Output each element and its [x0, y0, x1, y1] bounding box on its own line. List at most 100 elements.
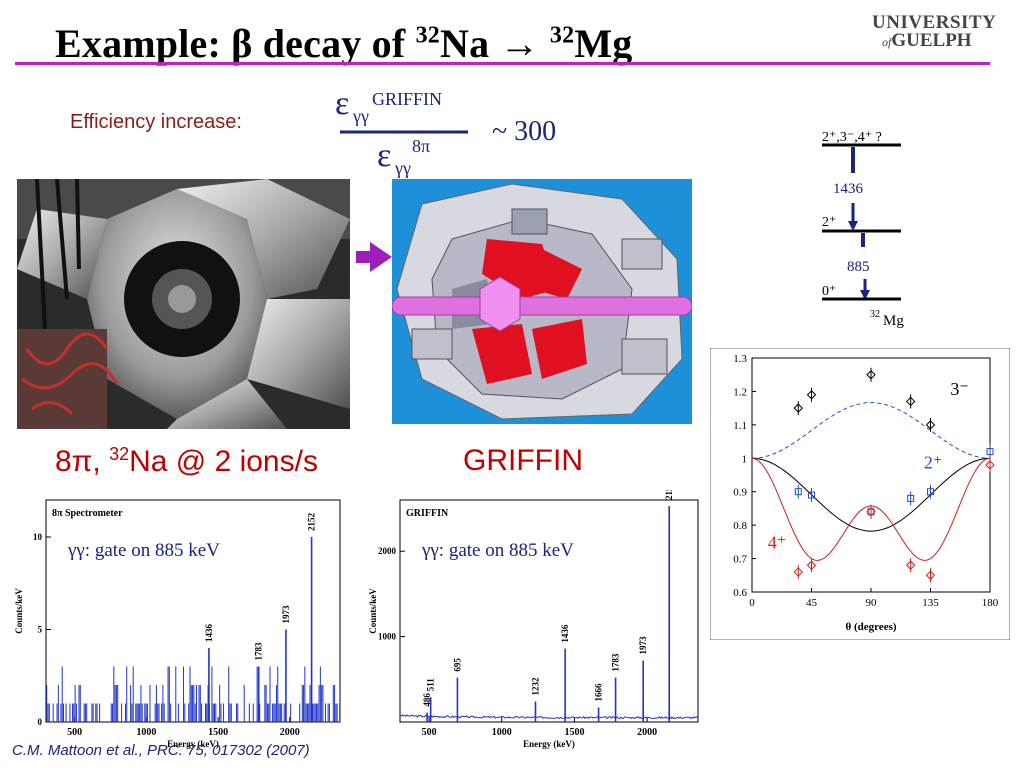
x-tick-label: 180	[982, 597, 999, 609]
peak-label-1783: 1783	[611, 653, 621, 672]
numerator-gg: γγ	[352, 106, 369, 126]
chart-title: 8π Spectrometer	[52, 508, 123, 519]
fit-curve-1	[751, 402, 991, 459]
data-point	[905, 560, 916, 570]
numerator-griffin: GRIFFIN	[372, 89, 442, 109]
gate-annotation: γγ: gate on 885 keV	[67, 540, 220, 561]
title-prefix: Example:	[55, 21, 232, 66]
eightpi-photo	[17, 179, 350, 429]
logo-line-1: UNIVERSITY	[872, 12, 997, 33]
denominator-epsilon: ε	[377, 137, 391, 174]
nucleus-label: Mg	[883, 313, 904, 329]
x-axis-label: θ (degrees)	[845, 621, 896, 633]
y-tick-label: 0.7	[733, 554, 747, 566]
y-tick-label: 1.1	[733, 420, 747, 432]
peak-label-2152: 2152	[307, 513, 317, 532]
y-tick-label: 0.9	[733, 487, 747, 499]
caption-8pi: 8π, 32Na @ 2 ions/s	[55, 444, 318, 479]
x-tick-label: 500	[422, 727, 437, 738]
peak-label-1973: 1973	[638, 636, 648, 655]
logo-of: of	[882, 35, 892, 49]
x-tick-label: 1000	[492, 727, 512, 738]
plot-frame	[399, 499, 699, 723]
data-point	[808, 491, 815, 499]
y-tick-label: 10	[33, 532, 43, 542]
y-tick-label: 1	[742, 453, 748, 465]
fit-curve-0	[751, 457, 991, 532]
denominator-gg: γγ	[394, 158, 411, 178]
peak-label-695: 695	[452, 658, 462, 672]
logo-line-2: ofGUELPH	[882, 30, 997, 52]
caption-8pi-rest: Na @ 2 ions/s	[129, 445, 318, 478]
data-point	[866, 370, 876, 380]
y-tick-label: 0	[38, 717, 43, 727]
peak-label-1666: 1666	[594, 683, 604, 702]
level-scheme: 2⁺,3⁻,4⁺ ? 1436 2⁺ 885 0⁺ 32 Mg	[822, 130, 904, 329]
data-point	[794, 488, 802, 496]
data-point	[907, 494, 915, 502]
level-top-label: 2⁺,3⁻,4⁺ ?	[822, 130, 882, 145]
title-element-2: Mg	[574, 21, 633, 66]
data-point	[793, 403, 803, 413]
transition-885-label: 885	[847, 259, 870, 275]
level-mid-label: 2⁺	[822, 215, 836, 230]
x-tick-label: 45	[806, 597, 818, 609]
data-point	[793, 567, 803, 577]
griffin-rendering	[392, 179, 692, 424]
peak-label-1436: 1436	[204, 624, 214, 643]
peak-label-486: 486	[422, 693, 432, 707]
denominator-8pi: 8π	[412, 136, 430, 156]
data-point	[927, 488, 934, 496]
data-point	[986, 448, 994, 456]
x-tick-label: 90	[866, 597, 878, 609]
y-axis-label: Counts/keV	[368, 588, 378, 634]
y-tick-label: 2000	[378, 546, 397, 556]
data-point	[905, 396, 916, 407]
peak-label-2152: 2152	[664, 490, 674, 500]
data-point	[925, 570, 936, 580]
title-mass-2: 32	[549, 22, 575, 49]
x-tick-label: 1000	[136, 727, 156, 738]
level-ground-label: 0⁺	[822, 284, 836, 299]
y-tick-label: 0.6	[733, 587, 747, 599]
gate-annotation: γγ: gate on 885 keV	[421, 540, 574, 561]
efficiency-fraction: ε γγ GRIFFIN ε γγ 8π ~ 300	[335, 85, 556, 178]
chart-border	[710, 348, 1010, 640]
background-trace	[399, 714, 698, 720]
arrow-icon	[356, 242, 392, 272]
peak-label-1232: 1232	[530, 677, 540, 696]
slide-title: Example: β decay of 32Na → 32Mg	[55, 20, 632, 67]
x-tick-label: 1500	[208, 727, 228, 738]
x-tick-label: 500	[67, 727, 82, 738]
title-element-1: Na	[440, 21, 490, 66]
title-beta: β	[231, 21, 253, 66]
transition-1436-label: 1436	[833, 181, 864, 197]
title-mass-1: 32	[415, 22, 440, 49]
series-label-0: 3⁻	[950, 379, 969, 399]
title-arrow: →	[489, 21, 550, 66]
y-tick-label: 0.8	[733, 520, 747, 532]
ratio-value: ~ 300	[492, 116, 556, 147]
numerator-epsilon: ε	[335, 85, 349, 122]
x-tick-label: 2000	[280, 727, 300, 738]
reference-citation: C.M. Mattoon et al., PRC. 75, 017302 (20…	[12, 742, 310, 759]
peak-label-511: 511	[426, 678, 436, 692]
y-tick-label: 5	[38, 625, 43, 635]
x-tick-label: 1500	[564, 727, 584, 738]
peak-label-1973: 1973	[281, 605, 291, 624]
y-tick-label: 1.3	[733, 353, 747, 365]
peak-label-1436: 1436	[560, 624, 570, 643]
angular-correlation-chart: 0 45 90 135 180 0.6 0.7 0.8 0.9 1 1.1 1.2 1.3 θ (degr…	[710, 348, 1010, 640]
chart-title: GRIFFIN	[406, 508, 449, 519]
y-tick-label: 1.2	[733, 386, 747, 398]
peak-label-1783: 1783	[254, 642, 264, 661]
y-axis-label: Counts/keV	[14, 588, 24, 634]
spectrum-griffin-chart: GRIFFIN γγ: gate on 885 keV 500 1000 1500 200…	[368, 490, 699, 749]
caption-8pi-prefix: 8π,	[55, 445, 110, 478]
x-tick-label: 2000	[637, 727, 657, 738]
x-axis-label: Energy (keV)	[523, 739, 575, 749]
caption-8pi-mass: 32	[109, 444, 130, 464]
x-axis-label: Energy (keV)	[167, 739, 219, 749]
series-label-2: 4⁺	[768, 533, 787, 553]
